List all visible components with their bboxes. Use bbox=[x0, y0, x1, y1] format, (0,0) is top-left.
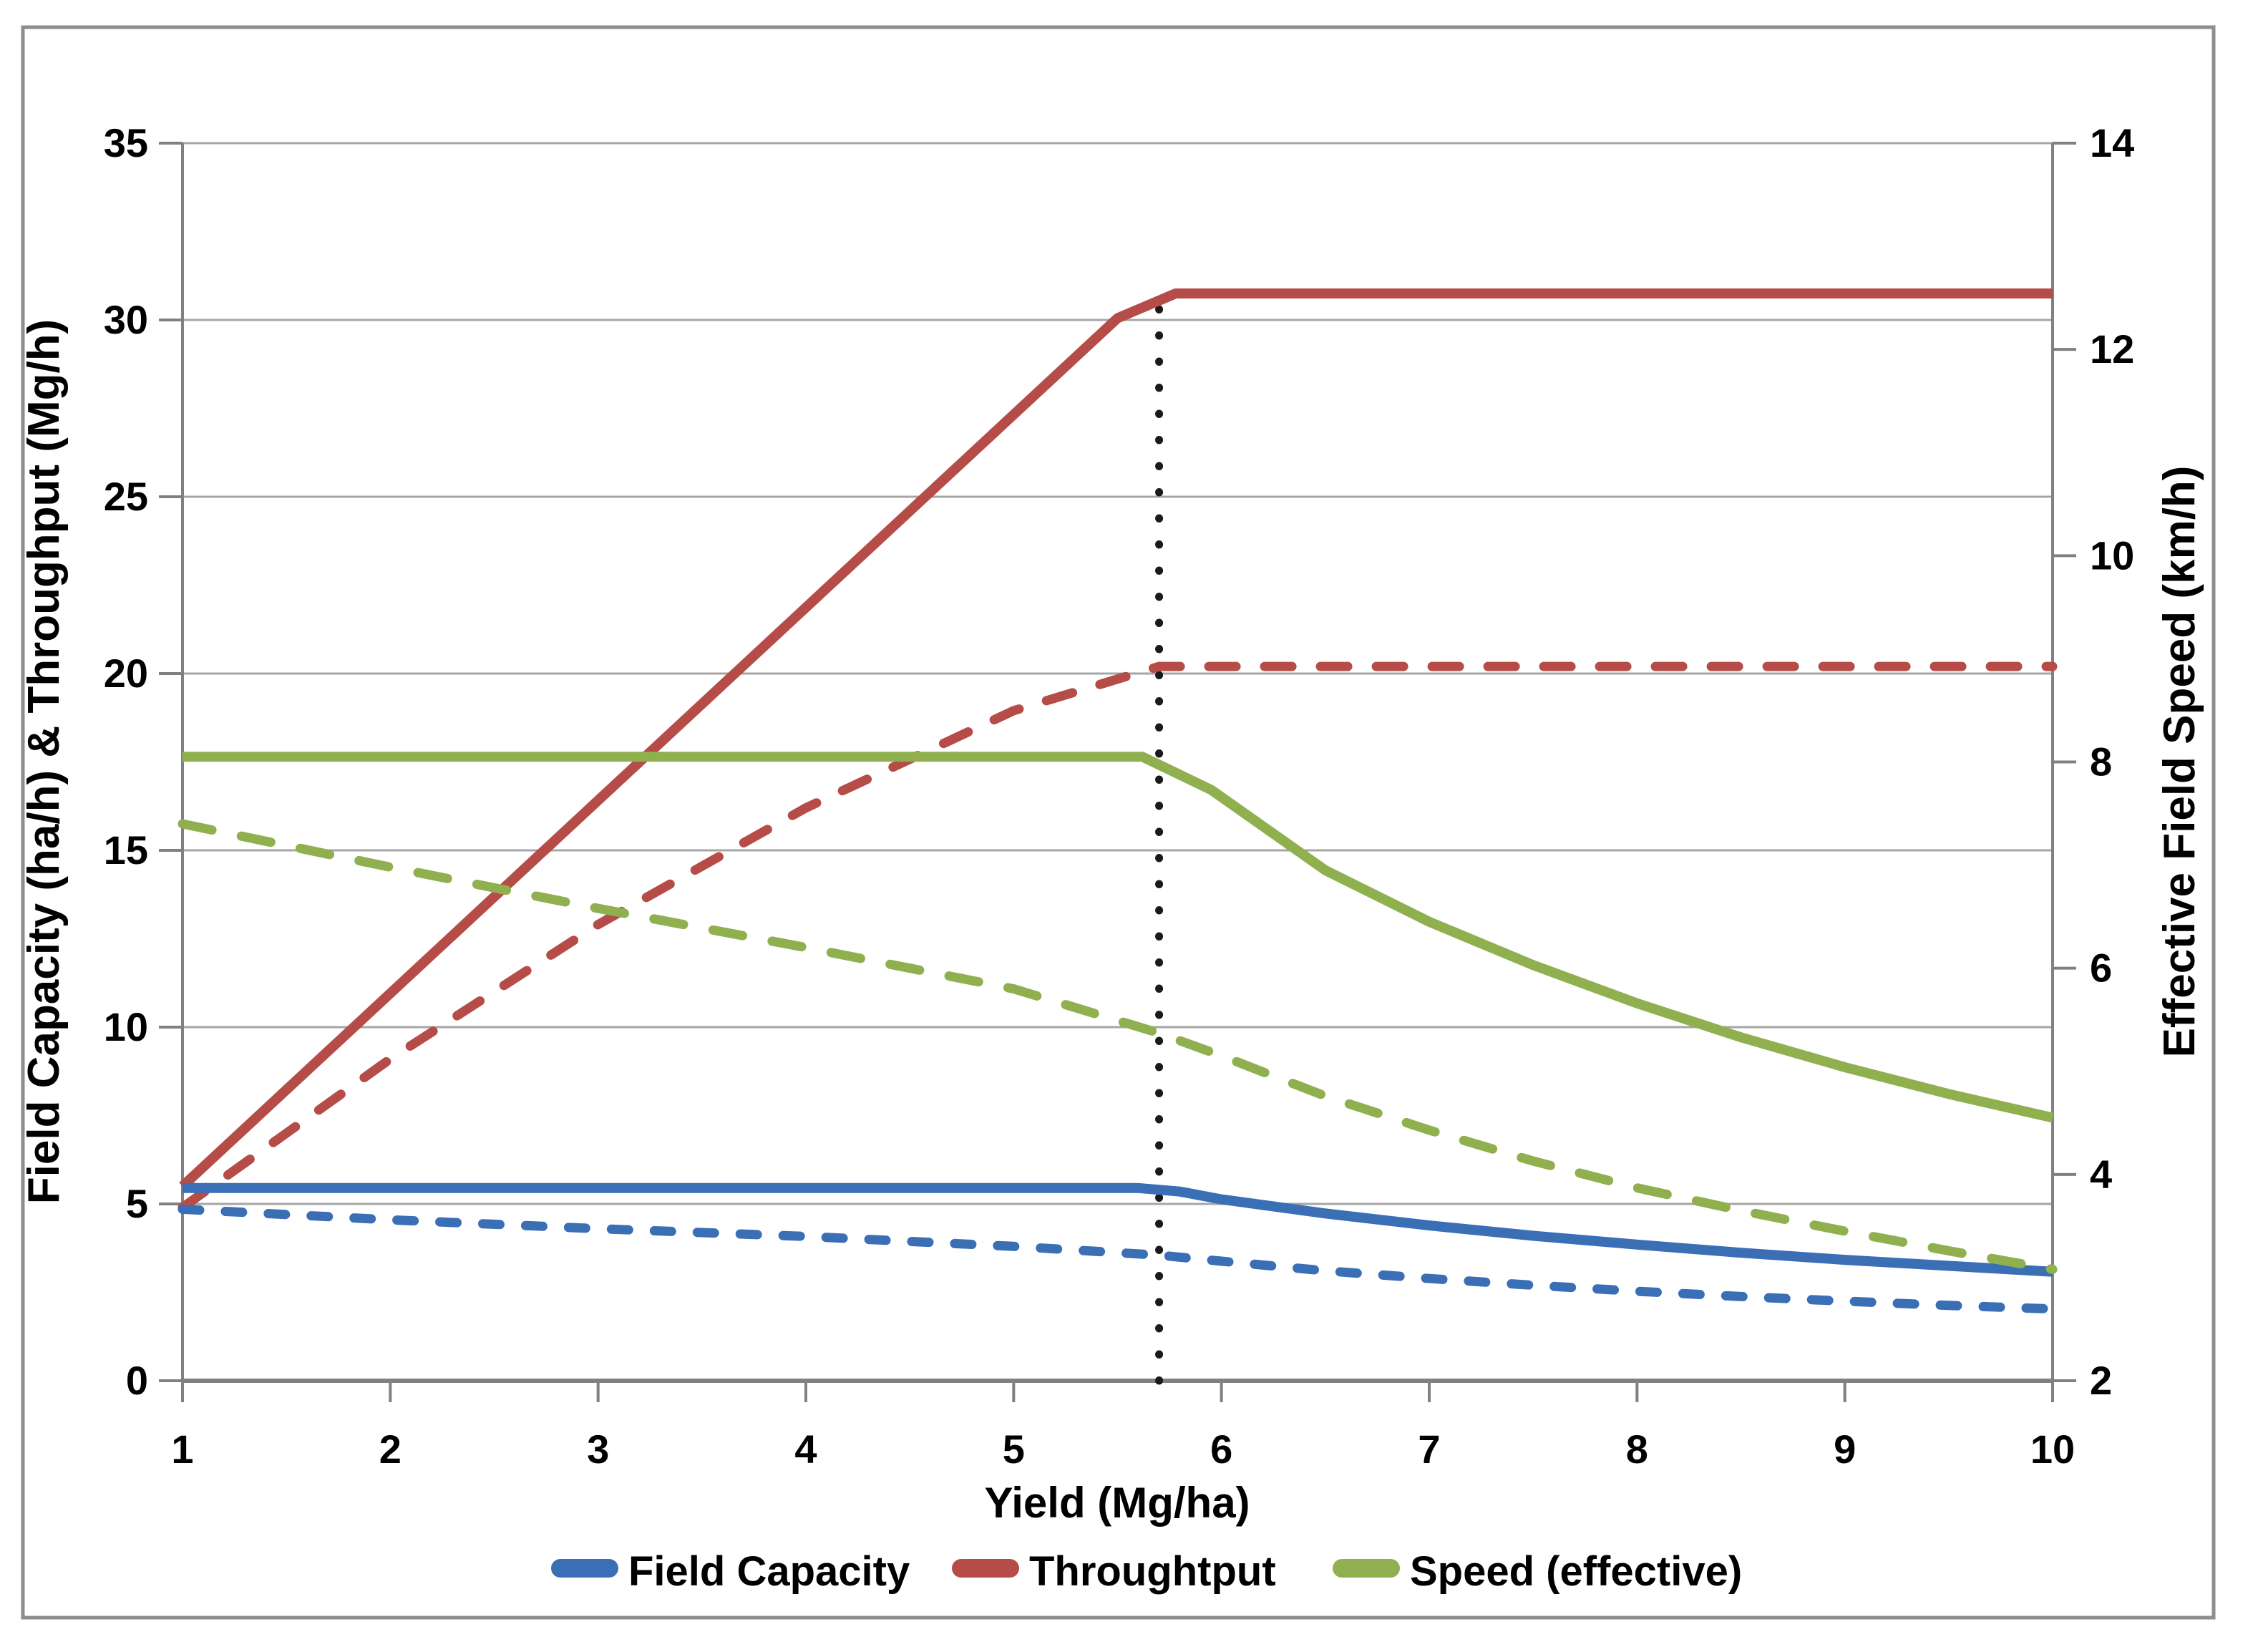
gridlines-group bbox=[183, 142, 2053, 1205]
x-tick-label-8: 8 bbox=[1626, 1427, 1648, 1472]
left-tick-label-35: 35 bbox=[104, 120, 148, 165]
axes-group bbox=[159, 142, 2076, 1402]
left-tick-label-15: 15 bbox=[104, 827, 148, 873]
left-tick-label-0: 0 bbox=[126, 1358, 148, 1403]
x-tick-label-7: 7 bbox=[1418, 1427, 1440, 1472]
series-line-speed bbox=[183, 752, 2054, 1123]
right-tick-label-10: 10 bbox=[2090, 533, 2134, 578]
left-axis-title: Field Capacity (ha/h) & Throughput (Mg/h… bbox=[19, 319, 69, 1204]
left-tick-label-25: 25 bbox=[104, 474, 148, 519]
x-tick-label-3: 3 bbox=[587, 1427, 609, 1472]
x-tick-label-6: 6 bbox=[1210, 1427, 1232, 1472]
left-tick-label-20: 20 bbox=[104, 651, 148, 696]
series-line-throughtput bbox=[179, 288, 2053, 1190]
right-tick-label-2: 2 bbox=[2090, 1358, 2112, 1403]
legend-swatch-throughtput bbox=[952, 1559, 1019, 1578]
right-tick-label-6: 6 bbox=[2090, 946, 2112, 991]
x-tick-label-2: 2 bbox=[379, 1427, 402, 1472]
right-tick-label-8: 8 bbox=[2090, 739, 2112, 784]
right-tick-label-4: 4 bbox=[2090, 1152, 2112, 1197]
left-tick-label-5: 5 bbox=[126, 1181, 148, 1226]
series-group bbox=[177, 288, 2058, 1314]
series-line-field-capacity-effective- bbox=[177, 1204, 2058, 1314]
x-tick-label-10: 10 bbox=[2030, 1427, 2075, 1472]
legend-label-throughtput: Throughtput bbox=[1029, 1548, 1276, 1595]
x-tick-label-4: 4 bbox=[794, 1427, 817, 1472]
series-line-field-capacity bbox=[183, 1182, 2053, 1277]
legend-swatch-speed-effective- bbox=[1333, 1559, 1400, 1578]
x-tick-label-1: 1 bbox=[171, 1427, 193, 1472]
x-tick-label-5: 5 bbox=[1003, 1427, 1025, 1472]
series-line-speed-effective- bbox=[177, 819, 2058, 1274]
legend-label-field-capacity: Field Capacity bbox=[628, 1548, 910, 1595]
right-axis-title: Effective Field Speed (km/h) bbox=[2155, 466, 2204, 1058]
series-line-throughtput-effective- bbox=[177, 661, 2058, 1213]
legend-label-speed-effective-: Speed (effective) bbox=[1410, 1548, 1742, 1595]
legend-swatch-field-capacity bbox=[551, 1559, 618, 1578]
right-tick-label-12: 12 bbox=[2090, 326, 2134, 371]
left-tick-label-10: 10 bbox=[104, 1004, 148, 1049]
x-tick-label-9: 9 bbox=[1834, 1427, 1856, 1472]
legend: Field Capacity Throughtput Speed (effectiv… bbox=[551, 1548, 1742, 1595]
x-axis-title: Yield (Mg/ha) bbox=[984, 1479, 1250, 1527]
figure-border bbox=[21, 25, 2216, 1620]
right-tick-label-14: 14 bbox=[2090, 120, 2134, 165]
left-tick-label-30: 30 bbox=[104, 297, 148, 342]
